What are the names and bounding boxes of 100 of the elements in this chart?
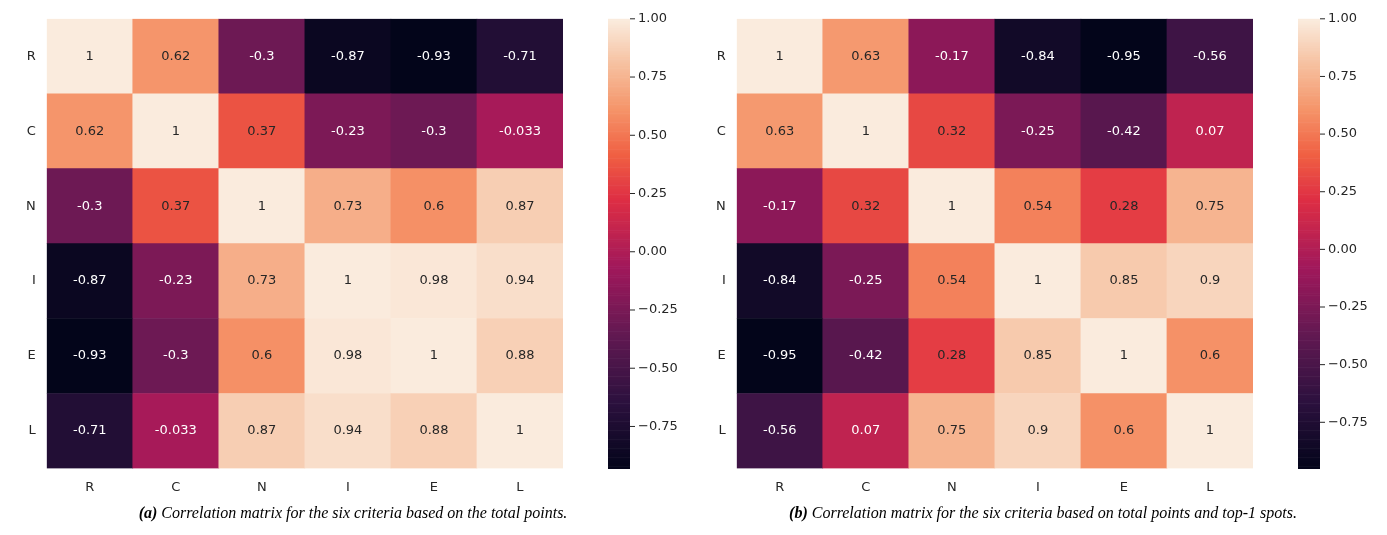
data-label: -0.3 <box>163 347 189 363</box>
data-label: -0.84 <box>1021 47 1055 63</box>
data-label: -0.17 <box>935 47 969 63</box>
data-label: 0.32 <box>937 122 967 138</box>
x-tick-label: N <box>256 478 267 494</box>
color-bar-label: −0.25 <box>638 301 678 317</box>
data-label: 0.9 <box>1199 272 1221 288</box>
data-label: 0.9 <box>1027 422 1049 438</box>
data-label: -0.3 <box>249 47 275 63</box>
color-bar-label: −0.50 <box>1328 356 1368 372</box>
x-tick-label: I <box>1035 478 1040 494</box>
data-label: 1 <box>947 197 956 213</box>
color-bar-label: 0.50 <box>1328 125 1357 141</box>
data-label: 1 <box>1205 422 1215 438</box>
data-label: 0.32 <box>851 197 881 213</box>
x-tick-label: L <box>1206 478 1215 494</box>
data-label: -0.23 <box>158 272 193 288</box>
y-tick-label: E <box>717 347 726 363</box>
data-label: -0.56 <box>762 422 797 438</box>
data-label: -0.3 <box>421 122 447 138</box>
color-bar-label: 1.00 <box>638 10 667 26</box>
x-tick-label: N <box>946 478 957 494</box>
data-label: -0.25 <box>848 272 883 288</box>
data-label: 0.75 <box>937 422 967 438</box>
color-bar-label: 1.00 <box>1328 10 1357 26</box>
data-label: 0.62 <box>161 47 191 63</box>
y-tick-label: I <box>721 272 726 288</box>
color-bar-label: 0.25 <box>638 184 667 200</box>
y-tick-label: R <box>716 47 726 63</box>
data-label: -0.56 <box>1193 47 1227 63</box>
color-bar-label: 0.75 <box>638 68 667 84</box>
data-label: 1 <box>861 122 870 138</box>
data-label: -0.3 <box>77 197 103 213</box>
data-label: 1 <box>85 47 94 63</box>
data-label: 0.54 <box>1023 197 1053 213</box>
data-label: -0.93 <box>72 347 107 363</box>
data-label: 0.87 <box>247 422 277 438</box>
data-label: 0.75 <box>1195 197 1225 213</box>
x-tick-label: R <box>85 478 95 494</box>
y-tick-label: I <box>31 272 36 288</box>
text: (b) Correlation matrix for the six criteria based on total points and top-1 spots. <box>789 504 1297 522</box>
data-label: -0.95 <box>1107 47 1141 63</box>
data-label: 0.28 <box>1109 197 1139 213</box>
data-label: 0.6 <box>1199 347 1221 363</box>
color-bar-label: −0.50 <box>638 359 678 375</box>
data-label: 0.54 <box>937 272 967 288</box>
data-label: 0.94 <box>505 272 535 288</box>
data-label: -0.95 <box>762 347 797 363</box>
y-tick-label: L <box>28 422 37 438</box>
data-label: -0.033 <box>499 122 541 138</box>
x-tick-label: E <box>1119 478 1129 494</box>
text: (a) Correlation matrix for the six criteria based on the total points. <box>138 504 568 522</box>
x-tick-label: L <box>516 478 525 494</box>
color-bar-label: 0.50 <box>638 126 667 142</box>
x-tick-label: C <box>171 478 181 494</box>
x-tick-label: C <box>861 478 871 494</box>
data-label: -0.25 <box>1021 122 1055 138</box>
y-tick-label: C <box>26 122 36 138</box>
color-bar-label: −0.75 <box>638 417 678 433</box>
data-label: 0.37 <box>247 122 277 138</box>
data-label: 1 <box>515 422 525 438</box>
data-label: -0.93 <box>417 47 451 63</box>
data-label: -0.84 <box>762 272 797 288</box>
data-label: 0.07 <box>851 422 881 438</box>
data-label: 1 <box>343 272 353 288</box>
data-label: -0.87 <box>72 272 107 288</box>
data-label: 1 <box>775 47 784 63</box>
data-label: 1 <box>171 122 180 138</box>
data-label: -0.87 <box>331 47 365 63</box>
x-tick-label: I <box>345 478 350 494</box>
data-label: -0.17 <box>762 197 797 213</box>
color-bar-label: 0.75 <box>1328 67 1357 83</box>
data-label: -0.033 <box>154 422 197 438</box>
data-label: 0.87 <box>505 197 535 213</box>
data-label: 0.85 <box>1023 347 1053 363</box>
data-label: 0.6 <box>1113 422 1135 438</box>
data-label: 0.94 <box>333 422 363 438</box>
data-label: -0.71 <box>503 47 537 63</box>
data-label: -0.42 <box>1107 122 1141 138</box>
data-label: 0.28 <box>937 347 967 363</box>
data-label: 0.88 <box>419 422 449 438</box>
color-bar-label: −0.25 <box>1328 298 1368 314</box>
x-tick-label: E <box>429 478 439 494</box>
color-bar-label: 0.00 <box>1328 240 1357 256</box>
data-label: 0.6 <box>251 347 273 363</box>
color-bar-label: −0.75 <box>1328 413 1368 429</box>
color-bar-label: 0.00 <box>638 243 667 259</box>
data-label: -0.42 <box>848 347 883 363</box>
y-tick-label: R <box>26 47 36 63</box>
data-label: -0.71 <box>72 422 107 438</box>
data-label: 0.37 <box>161 197 191 213</box>
data-label: 0.98 <box>419 272 449 288</box>
y-tick-label: E <box>27 347 36 363</box>
data-label: 0.63 <box>765 122 795 138</box>
data-label: 1 <box>257 197 266 213</box>
y-tick-label: C <box>716 122 726 138</box>
color-bar-label: 0.25 <box>1328 183 1357 199</box>
data-label: -0.23 <box>331 122 365 138</box>
x-tick-label: R <box>775 478 785 494</box>
data-label: 1 <box>429 347 439 363</box>
